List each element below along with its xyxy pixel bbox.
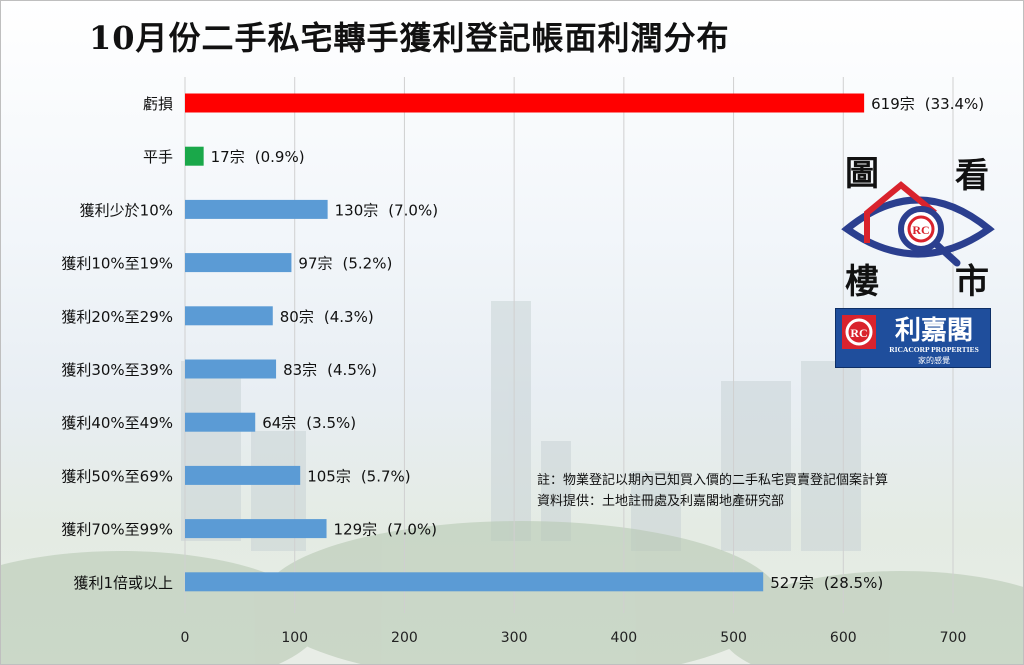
bar — [185, 146, 204, 166]
count-label: 64宗 — [262, 414, 296, 432]
data-label: 130宗 (7.0%) — [335, 201, 438, 219]
category-label: 獲利少於10% — [80, 201, 173, 219]
data-label: 64宗 (3.5%) — [262, 414, 356, 432]
category-label: 虧損 — [143, 95, 173, 113]
x-tick-label: 700 — [940, 630, 967, 646]
footnote: 註：物業登記以期內已知買入價的二手私宅買賣登記個案計算 資料提供：土地註冊處及利… — [537, 470, 888, 512]
brand-name-cn: 利嘉閣 — [895, 316, 973, 346]
x-tick-label: 100 — [281, 630, 308, 646]
count-label: 527宗 — [770, 574, 814, 592]
bar — [185, 253, 292, 273]
logo-char-2: 看 — [955, 156, 989, 196]
count-label: 97宗 — [298, 255, 332, 273]
logo-char-3: 樓 — [845, 262, 879, 299]
bar — [185, 465, 301, 485]
x-tick-label: 300 — [501, 630, 528, 646]
percent-label: (5.2%) — [343, 255, 393, 273]
data-label: 619宗 (33.4%) — [871, 95, 984, 113]
category-label: 平手 — [143, 148, 173, 166]
data-label: 527宗 (28.5%) — [770, 574, 883, 592]
ricacorp-logo-icon: RC 利嘉閣 RICACORP PROPERTIES 家的感覺 — [842, 315, 979, 365]
category-label: 獲利40%至49% — [61, 414, 173, 432]
brand-slogan: 家的感覺 — [918, 355, 950, 365]
data-label: 97宗 (5.2%) — [298, 255, 392, 273]
count-label: 130宗 — [335, 201, 379, 219]
count-label: 619宗 — [871, 95, 915, 113]
note-source: 資料提供：土地註冊處及利嘉閣地產研究部 — [537, 494, 785, 509]
bars — [185, 93, 865, 592]
bar — [185, 199, 328, 219]
percent-label: (7.0%) — [387, 521, 437, 539]
svg-text:RC: RC — [912, 223, 929, 237]
bar — [185, 359, 277, 379]
data-label: 17宗 (0.9%) — [211, 148, 305, 166]
count-label: 83宗 — [283, 361, 317, 379]
data-labels: 619宗 (33.4%) 17宗 (0.9%) 130宗 (7.0%) 97宗 (5.2%) 8… — [211, 95, 984, 592]
category-label: 獲利1倍或以上 — [73, 574, 173, 592]
percent-label: (33.4%) — [925, 95, 984, 113]
bar — [185, 306, 273, 326]
percent-label: (4.5%) — [327, 361, 377, 379]
bar — [185, 412, 256, 432]
x-tick-label: 500 — [720, 630, 747, 646]
x-tick-label: 400 — [610, 630, 637, 646]
x-tick-label: 200 — [391, 630, 418, 646]
chart-title: 10月份二手私宅轉手獲利登記帳面利潤分布 — [89, 19, 730, 57]
logo-char-4: 市 — [955, 262, 989, 299]
eye-logo-icon: RC 圖 看 樓 市 — [841, 154, 995, 299]
percent-label: (3.5%) — [306, 414, 356, 432]
percent-label: (4.3%) — [324, 308, 374, 326]
count-label: 129宗 — [334, 521, 378, 539]
category-label: 獲利30%至39% — [61, 361, 173, 379]
data-label: 80宗 (4.3%) — [280, 308, 374, 326]
bar — [185, 519, 327, 539]
category-label: 獲利20%至29% — [61, 308, 173, 326]
percent-label: (7.0%) — [388, 201, 438, 219]
note-methodology: 註：物業登記以期內已知買入價的二手私宅買賣登記個案計算 — [537, 473, 889, 488]
x-tick-label: 600 — [830, 630, 857, 646]
count-label: 105宗 — [307, 467, 351, 485]
category-label: 獲利10%至19% — [61, 255, 173, 273]
ricacorp-logo: RC 利嘉閣 RICACORP PROPERTIES 家的感覺 — [835, 308, 991, 368]
data-label: 105宗 (5.7%) — [307, 467, 410, 485]
data-label: 83宗 (4.5%) — [283, 361, 377, 379]
bar — [185, 572, 764, 592]
category-label: 獲利50%至69% — [61, 467, 173, 485]
count-label: 80宗 — [280, 308, 314, 326]
brand-name-en: RICACORP PROPERTIES — [889, 345, 979, 354]
category-label: 獲利70%至99% — [61, 521, 173, 539]
percent-label: (28.5%) — [824, 574, 883, 592]
x-axis-ticks: 0 100 200 300 400 500 600 700 — [181, 630, 967, 646]
logo-char-1: 圖 — [845, 154, 879, 194]
percent-label: (5.7%) — [361, 467, 411, 485]
data-label: 129宗 (7.0%) — [334, 521, 437, 539]
percent-label: (0.9%) — [255, 148, 305, 166]
svg-text:RC: RC — [850, 326, 867, 340]
bar — [185, 93, 865, 113]
x-tick-label: 0 — [181, 630, 190, 646]
count-label: 17宗 — [211, 148, 245, 166]
